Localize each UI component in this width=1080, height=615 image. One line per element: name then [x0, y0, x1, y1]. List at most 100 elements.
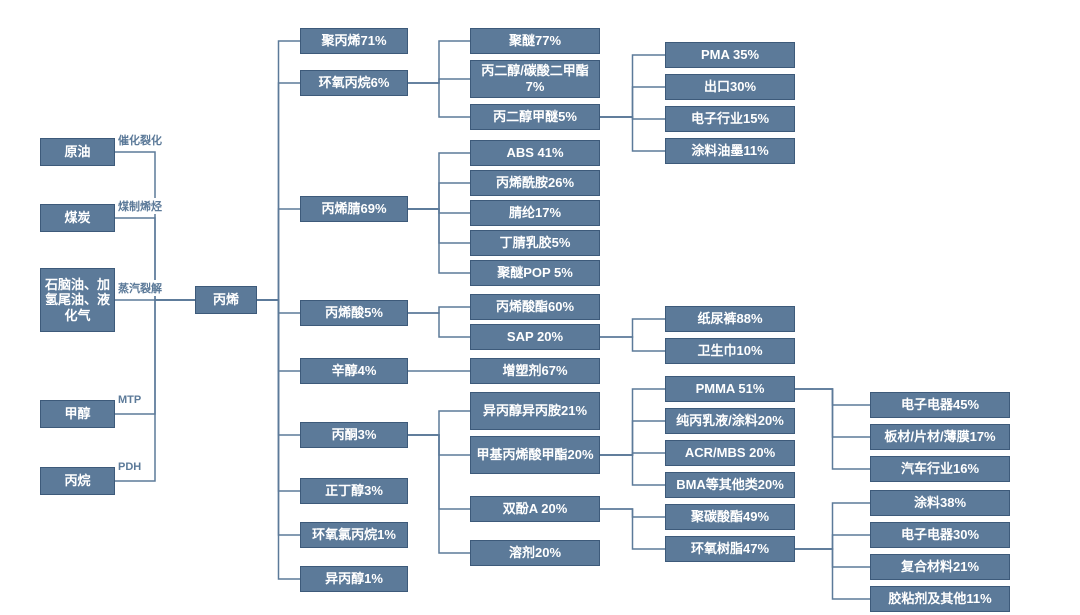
- edge-c2_2-c3_7: [408, 209, 470, 273]
- node-label: 纯丙乳液/涂料20%: [676, 413, 784, 429]
- node-c3_12: 甲基丙烯酸甲酯20%: [470, 436, 600, 474]
- edge-c2_3-c3_8: [408, 307, 470, 313]
- node-c3_11: 异丙醇异丙胺21%: [470, 392, 600, 430]
- node-c5_3: 涂料38%: [870, 490, 1010, 516]
- edge-c3_2-c4_1: [600, 87, 665, 117]
- node-c4_4: 纸尿裤88%: [665, 306, 795, 332]
- node-c3_6: 丁腈乳胶5%: [470, 230, 600, 256]
- node-label: 丁腈乳胶5%: [500, 235, 571, 251]
- node-c3_13: 双酚A 20%: [470, 496, 600, 522]
- node-label: SAP 20%: [507, 329, 563, 345]
- node-label: 电子电器45%: [901, 397, 979, 413]
- node-label: 丙烯: [213, 292, 239, 308]
- edge-c3_13-c4_11: [600, 509, 665, 549]
- node-c4_10: 聚碳酸酯49%: [665, 504, 795, 530]
- node-label: 汽车行业16%: [901, 461, 979, 477]
- edge-label-text: MTP: [118, 394, 141, 406]
- edge-c3_12-c4_7: [600, 421, 665, 455]
- node-label: 丙烯酰胺26%: [496, 175, 574, 191]
- node-c2_1: 环氧丙烷6%: [300, 70, 408, 96]
- edge-label-text: 煤制烯烃: [118, 201, 162, 213]
- edge-c2_1-c3_2: [408, 83, 470, 117]
- node-c2_6: 正丁醇3%: [300, 478, 408, 504]
- node-c3_7: 聚醚POP 5%: [470, 260, 600, 286]
- edge-c4_11-c5_4: [795, 535, 870, 549]
- node-c3_4: 丙烯酰胺26%: [470, 170, 600, 196]
- node-c4_8: ACR/MBS 20%: [665, 440, 795, 466]
- node-label: 聚丙烯71%: [321, 33, 386, 49]
- node-label: 腈纶17%: [509, 205, 561, 221]
- node-label: 煤炭: [64, 210, 90, 226]
- node-c0_0: 原油: [40, 138, 115, 166]
- node-c2_3: 丙烯酸5%: [300, 300, 408, 326]
- edge-c3_9-c4_4: [600, 319, 665, 337]
- node-label: 复合材料21%: [901, 559, 979, 575]
- node-c3_2: 丙二醇甲醚5%: [470, 104, 600, 130]
- edge-c4_6-c5_2: [795, 389, 870, 469]
- node-label: 聚醚POP 5%: [497, 265, 573, 281]
- edge-c4_11-c5_6: [795, 549, 870, 599]
- node-c3_8: 丙烯酸酯60%: [470, 294, 600, 320]
- edge-c0_4-c1_0: [115, 300, 195, 481]
- node-c4_9: BMA等其他类20%: [665, 472, 795, 498]
- node-c4_6: PMMA 51%: [665, 376, 795, 402]
- node-label: 石脑油、加氢尾油、液化气: [45, 277, 110, 324]
- edge-label-e1: 煤制烯烃: [118, 198, 162, 214]
- node-label: 涂料油墨11%: [691, 143, 768, 159]
- node-label: 出口30%: [704, 79, 756, 95]
- edge-c3_12-c4_9: [600, 455, 665, 485]
- node-label: BMA等其他类20%: [676, 477, 784, 493]
- node-label: PMMA 51%: [696, 381, 765, 397]
- node-c3_3: ABS 41%: [470, 140, 600, 166]
- node-c2_4: 辛醇4%: [300, 358, 408, 384]
- node-c3_0: 聚醚77%: [470, 28, 600, 54]
- node-c2_0: 聚丙烯71%: [300, 28, 408, 54]
- edge-c2_5-c3_14: [408, 435, 470, 553]
- edge-label-e4: PDH: [118, 461, 141, 473]
- edge-c3_9-c4_5: [600, 337, 665, 351]
- node-label: 双酚A 20%: [503, 501, 568, 517]
- node-label: 纸尿裤88%: [697, 311, 762, 327]
- node-c5_1: 板材/片材/薄膜17%: [870, 424, 1010, 450]
- node-label: 正丁醇3%: [325, 483, 383, 499]
- node-c0_3: 甲醇: [40, 400, 115, 428]
- edge-label-e3: MTP: [118, 394, 141, 406]
- node-c4_1: 出口30%: [665, 74, 795, 100]
- node-c0_4: 丙烷: [40, 467, 115, 495]
- node-label: 丙烷: [64, 473, 90, 489]
- node-c5_0: 电子电器45%: [870, 392, 1010, 418]
- node-label: 增塑剂67%: [502, 363, 567, 379]
- edge-c2_1-c3_0: [408, 41, 470, 83]
- node-c2_8: 异丙醇1%: [300, 566, 408, 592]
- node-label: 环氧氯丙烷1%: [312, 527, 396, 543]
- node-c4_5: 卫生巾10%: [665, 338, 795, 364]
- node-label: 聚醚77%: [509, 33, 561, 49]
- node-c2_5: 丙酮3%: [300, 422, 408, 448]
- node-c2_7: 环氧氯丙烷1%: [300, 522, 408, 548]
- node-label: ACR/MBS 20%: [685, 445, 775, 461]
- node-c5_4: 电子电器30%: [870, 522, 1010, 548]
- node-c3_5: 腈纶17%: [470, 200, 600, 226]
- node-c5_5: 复合材料21%: [870, 554, 1010, 580]
- node-label: 环氧树脂47%: [691, 541, 769, 557]
- node-c3_10: 增塑剂67%: [470, 358, 600, 384]
- node-c3_9: SAP 20%: [470, 324, 600, 350]
- node-label: 丙烯酸5%: [325, 305, 383, 321]
- node-c4_7: 纯丙乳液/涂料20%: [665, 408, 795, 434]
- node-label: 辛醇4%: [332, 363, 377, 379]
- node-label: 丙二醇甲醚5%: [493, 109, 577, 125]
- node-label: 溶剂20%: [509, 545, 561, 561]
- edge-label-text: PDH: [118, 461, 141, 473]
- node-c5_2: 汽车行业16%: [870, 456, 1010, 482]
- edge-label-text: 蒸汽裂解: [118, 283, 162, 295]
- node-label: 甲基丙烯酸甲酯20%: [476, 447, 593, 463]
- node-label: 电子电器30%: [901, 527, 979, 543]
- node-label: 丙二醇/碳酸二甲酯7%: [475, 63, 595, 94]
- node-c3_1: 丙二醇/碳酸二甲酯7%: [470, 60, 600, 98]
- node-c3_14: 溶剂20%: [470, 540, 600, 566]
- node-c5_6: 胶粘剂及其他11%: [870, 586, 1010, 612]
- node-label: 原油: [64, 144, 90, 160]
- node-label: 丙烯酸酯60%: [496, 299, 574, 315]
- node-label: PMA 35%: [701, 47, 759, 63]
- node-c0_1: 煤炭: [40, 204, 115, 232]
